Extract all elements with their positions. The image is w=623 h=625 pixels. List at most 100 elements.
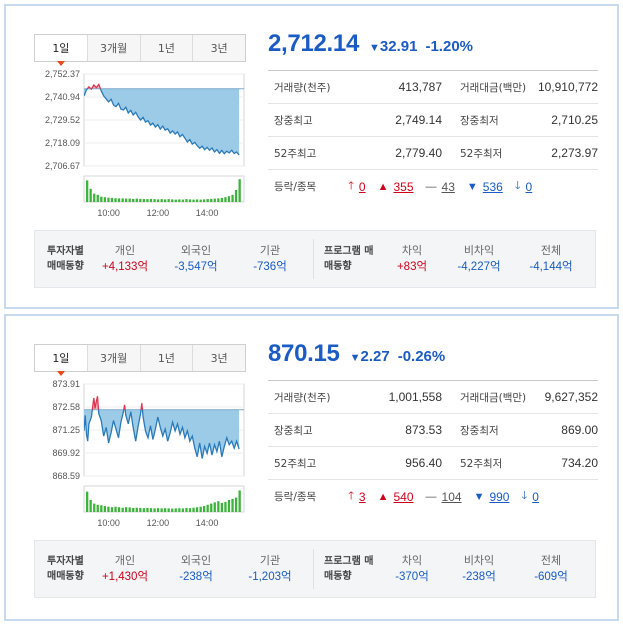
institution-cell: 기관 -1,203억 <box>248 554 292 583</box>
volume-bar <box>227 196 231 202</box>
limit-down-count[interactable]: 🡓 0 <box>521 487 538 506</box>
volume-bar <box>220 197 223 202</box>
volume-bar <box>121 507 124 512</box>
intraday-chart: 2,752.37 2,740.94 2,729.52 2,718.09 2,706.67… <box>45 69 245 218</box>
up-count[interactable]: ▲ 540 <box>377 489 414 504</box>
volume-bar <box>178 508 181 512</box>
volume-bar <box>114 198 117 202</box>
volume-bar <box>210 503 213 512</box>
price-change: ▼2.27 <box>350 348 390 365</box>
tab-1y[interactable]: 1년 <box>140 345 194 371</box>
volume-bar <box>132 198 135 202</box>
tab-1y[interactable]: 1년 <box>140 35 194 61</box>
investors-head: 투자자별 매매동향 <box>47 246 84 272</box>
price-change: ▼32.91 <box>369 38 417 55</box>
volume-bar <box>234 497 238 512</box>
volume-bar <box>224 197 227 202</box>
price-line <box>84 409 240 459</box>
volume-bar <box>125 198 128 202</box>
volume-bar <box>185 507 188 512</box>
volume-bar <box>174 199 177 202</box>
volume-bar <box>203 506 206 512</box>
w52-high-value: 2,779.40 <box>395 146 442 160</box>
x-tick-label: 10:00 <box>97 208 120 218</box>
up-triangle-icon: ▲ <box>377 180 389 193</box>
volume-bar <box>125 507 128 512</box>
tab-3y[interactable]: 3년 <box>193 345 245 371</box>
volume-bar <box>139 198 142 202</box>
volume-bar <box>238 179 241 202</box>
volume-label: 거래량(천주) <box>274 391 331 404</box>
volume-bar <box>164 508 167 512</box>
tab-1d[interactable]: 1일 <box>35 35 88 66</box>
stats-table: 거래량(천주) 413,787 거래대금(백만) 10,910,772 장중최고… <box>268 70 598 203</box>
down-count[interactable]: ▼ 990 <box>473 489 510 504</box>
limit-down-arrow-icon: 🡓 <box>521 490 528 502</box>
volume-bar <box>210 198 213 202</box>
amount-value: 10,910,772 <box>537 80 598 94</box>
index-info: 870.15 ▼2.27 -0.26% 거래량(천주) 1,001,558 거래… <box>268 340 598 513</box>
stats-row: 장중최고 873.53 장중최저 869.00 <box>268 414 598 447</box>
volume-bar <box>96 194 99 202</box>
change-value: 2.27 <box>360 348 390 365</box>
limit-up-count[interactable]: 🡑 0 <box>348 177 365 196</box>
down-count[interactable]: ▼ 536 <box>466 179 503 194</box>
investors-head: 투자자별 매매동향 <box>47 556 84 582</box>
volume-bar <box>199 506 202 512</box>
volume-bar <box>188 199 192 202</box>
limit-up-count[interactable]: 🡑 3 <box>348 487 365 506</box>
w52-high-label: 52주최고 <box>274 457 317 470</box>
w52-low-value: 2,273.97 <box>551 146 598 160</box>
foreign-cell: 외국인 -238억 <box>179 554 213 583</box>
flat-count[interactable]: —43 <box>425 179 455 194</box>
high-label: 장중최고 <box>274 424 313 437</box>
volume-label: 거래량(천주) <box>274 81 331 94</box>
volume-bar <box>203 199 206 202</box>
volume-bar <box>195 507 199 512</box>
volume-bar <box>171 508 174 512</box>
volume-bar <box>220 502 223 512</box>
volume-bar <box>89 188 92 202</box>
volume-bar <box>192 507 195 512</box>
volume-bar <box>96 504 99 512</box>
tab-3m[interactable]: 3개월 <box>87 345 141 371</box>
y-tick-label: 872.58 <box>52 402 80 412</box>
volume-bar <box>117 198 121 202</box>
limit-down-arrow-icon: 🡓 <box>514 180 521 192</box>
updown-row: 등락/종목 🡑 0 ▲ 355 —43 ▼ 536 🡓 0 <box>268 170 598 203</box>
up-count[interactable]: ▲ 355 <box>377 179 414 194</box>
flat-count[interactable]: —104 <box>425 489 462 504</box>
volume-bar <box>164 199 167 202</box>
stats-row: 거래량(천주) 413,787 거래대금(백만) 10,910,772 <box>268 71 598 104</box>
volume-bar <box>227 500 231 512</box>
amount-label: 거래대금(백만) <box>460 391 527 404</box>
w52-low-value: 734.20 <box>561 456 598 470</box>
stats-row: 52주최고 956.40 52주최저 734.20 <box>268 447 598 480</box>
volume-bar <box>185 199 188 202</box>
y-tick-label: 871.25 <box>52 425 80 435</box>
volume-bar <box>86 491 89 512</box>
updown-counts: 🡑 3 ▲ 540 —104 ▼ 990 🡓 0 <box>316 487 551 506</box>
volume-bar <box>139 507 142 512</box>
kosdaq-panel: 1일 3개월 1년 3년 873.91 872.58 871.25 869.92 868… <box>4 314 619 621</box>
volume-bar <box>206 199 209 202</box>
tab-3y[interactable]: 3년 <box>193 35 245 61</box>
arbitrage-cell: 차익 +83억 <box>396 244 428 273</box>
low-value: 2,710.25 <box>551 113 598 127</box>
volume-bar <box>135 507 138 512</box>
y-tick-label: 2,706.67 <box>45 161 80 171</box>
volume-bar <box>156 508 160 512</box>
volume-bar <box>153 199 156 202</box>
volume-bar <box>100 505 103 512</box>
w52-low-label: 52주최저 <box>460 147 503 160</box>
limit-down-count[interactable]: 🡓 0 <box>515 177 532 196</box>
volume-bar <box>231 498 234 512</box>
down-arrow-icon: ▼ <box>369 42 380 54</box>
divider <box>313 549 314 589</box>
high-label: 장중최고 <box>274 114 313 127</box>
volume-bar <box>142 199 145 202</box>
tab-3m[interactable]: 3개월 <box>87 35 141 61</box>
tab-1d[interactable]: 1일 <box>35 345 88 376</box>
up-triangle-icon: ▲ <box>377 490 389 503</box>
low-value: 869.00 <box>561 423 598 437</box>
